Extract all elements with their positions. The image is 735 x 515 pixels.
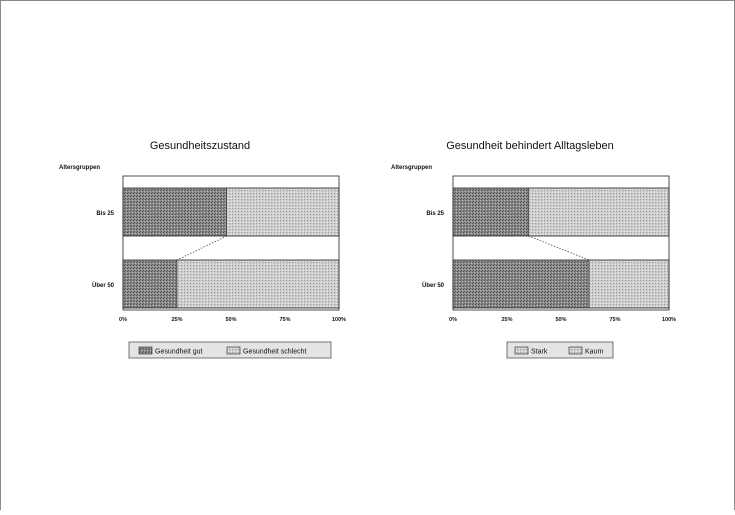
bar-outline-ueber-50 [452, 259, 670, 309]
chart-title: Gesundheit behindert Alltagsleben [446, 140, 614, 152]
x-tick-label: 0% [119, 317, 127, 323]
legend-label-gesundheit-schlecht: Gesundheit schlecht [243, 349, 306, 356]
legend-swatch-stark [514, 346, 529, 355]
connector-line [528, 235, 590, 261]
bar-kaum-bis-25 [528, 188, 669, 236]
bar-stark-bis-25 [453, 188, 529, 236]
x-tick-label: 50% [225, 317, 236, 323]
legend: Gesundheit gut Gesundheit schlecht [128, 341, 332, 359]
bar-outline-bis-25 [122, 187, 340, 237]
legend-label-stark: Stark [531, 349, 548, 356]
x-tick-label: 100% [662, 317, 676, 323]
y-axis-label: Altersgruppen [59, 165, 100, 171]
bar-outline-bis-25 [452, 187, 670, 237]
x-tick-label: 25% [501, 317, 512, 323]
category-label: Bis 25 [426, 211, 444, 217]
bar-gesundheit-schlecht-bis-25 [226, 188, 339, 236]
x-tick-label: 100% [332, 317, 346, 323]
chart-title: Gesundheitszustand [150, 140, 250, 152]
bar-gesundheit-gut-bis-25 [123, 188, 227, 236]
bar-stark-ueber-50 [453, 260, 590, 308]
x-tick-label: 25% [171, 317, 182, 323]
x-tick-label: 75% [279, 317, 290, 323]
legend-swatch-gesundheit-gut [138, 346, 153, 355]
legend-label-kaum: Kaum [585, 349, 603, 356]
bar-gesundheit-gut-ueber-50 [123, 260, 177, 308]
category-label: Über 50 [92, 282, 115, 289]
chart-gesundheit-behindert-alltagsleben: Gesundheit behindert Alltagsleben Alters… [391, 140, 676, 359]
legend-swatch-gesundheit-schlecht [226, 346, 241, 355]
bar-kaum-ueber-50 [589, 260, 669, 308]
bar-outline-ueber-50 [122, 259, 340, 309]
legend-swatch-kaum [568, 346, 583, 355]
connector-line [176, 235, 227, 261]
legend: Stark Kaum [506, 341, 614, 359]
x-tick-label: 0% [449, 317, 457, 323]
bar-gesundheit-schlecht-ueber-50 [177, 260, 339, 308]
category-label: Über 50 [422, 282, 445, 289]
y-axis-label: Altersgruppen [391, 165, 432, 171]
plot-area: Bis 25 Über 50 0% 25% 50% 75% 100% [92, 175, 346, 323]
x-tick-label: 50% [555, 317, 566, 323]
chart-gesundheitszustand: Gesundheitszustand Altersgruppen Bis 25 Ü… [59, 140, 346, 359]
category-label: Bis 25 [96, 211, 114, 217]
legend-label-gesundheit-gut: Gesundheit gut [155, 349, 203, 356]
x-tick-label: 75% [609, 317, 620, 323]
plot-area: Bis 25 Über 50 0% 25% 50% 75% 100% [422, 175, 676, 323]
